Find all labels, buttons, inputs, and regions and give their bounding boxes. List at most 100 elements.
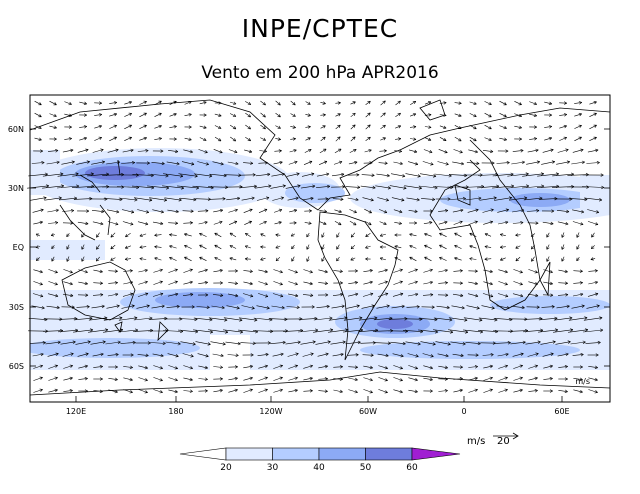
wind-vector-head: [39, 137, 42, 141]
wind-vector: [478, 330, 498, 332]
wind-vector: [180, 341, 196, 345]
wind-vector-head: [191, 306, 195, 309]
wind-vector: [28, 318, 48, 320]
wind-vector: [467, 209, 479, 213]
wind-vector-head: [145, 378, 148, 381]
wind-vector-head: [70, 221, 74, 224]
wind-vector: [468, 149, 478, 153]
wind-vector: [393, 365, 403, 369]
wind-vector: [418, 185, 438, 189]
wind-vector: [498, 281, 508, 285]
wind-vector-head: [550, 294, 554, 297]
wind-vector-head: [566, 211, 570, 214]
wind-vector-head: [220, 355, 224, 358]
wind-vector: [362, 197, 374, 201]
wind-vector: [433, 317, 453, 321]
wind-vector: [468, 366, 478, 368]
wind-vector-head: [61, 184, 65, 187]
wind-vector: [527, 149, 539, 153]
wind-vector-head: [160, 221, 164, 225]
wind-vector: [409, 233, 417, 237]
wind-vector-head: [205, 150, 208, 153]
wind-vector: [290, 100, 296, 106]
wind-vector-head: [191, 162, 195, 165]
wind-vector: [229, 113, 237, 117]
wind-vector-head: [150, 328, 154, 331]
wind-vector: [392, 293, 404, 297]
wind-vector: [35, 233, 41, 237]
wind-vector-head: [55, 389, 58, 393]
wind-vector: [453, 270, 463, 272]
wind-vector-head: [337, 124, 341, 126]
wind-vector-head: [445, 210, 449, 213]
wind-vector-head: [555, 172, 559, 175]
wind-vector-head: [374, 316, 378, 319]
wind-vector: [88, 317, 108, 321]
wind-vector-head: [489, 126, 492, 129]
wind-vector: [408, 281, 418, 285]
wind-vector-head: [203, 125, 207, 129]
wind-vector-head: [210, 187, 214, 190]
wind-vector: [198, 149, 208, 153]
wind-vector-head: [500, 233, 504, 235]
wind-vector: [508, 197, 528, 201]
wind-vector-head: [209, 175, 213, 178]
wind-vector: [363, 377, 373, 381]
wind-vector: [45, 341, 61, 345]
wind-vector-head: [99, 378, 103, 381]
wind-vector-head: [310, 352, 314, 354]
wind-vector: [182, 353, 194, 357]
wind-vector: [123, 377, 133, 381]
wind-vector-head: [399, 368, 403, 370]
wind-vector-head: [416, 197, 420, 201]
wind-vector: [320, 136, 326, 142]
wind-vector-head: [145, 281, 148, 284]
wind-vector: [542, 221, 554, 225]
wind-vector-head: [368, 101, 371, 105]
wind-vector-head: [297, 340, 301, 343]
wind-vector-head: [549, 377, 553, 379]
wind-vector-head: [81, 235, 85, 238]
wind-vector: [214, 232, 222, 238]
wind-vector-head: [355, 353, 359, 355]
wind-vector-head: [445, 355, 449, 358]
wind-vector-head: [352, 124, 356, 126]
wind-vector-head: [535, 222, 539, 225]
wind-vector-head: [74, 328, 79, 331]
wind-vector-head: [145, 269, 148, 273]
wind-vector: [151, 162, 165, 164]
wind-vector-head: [600, 173, 604, 176]
wind-vector: [484, 258, 492, 260]
wind-vector-head: [388, 186, 391, 189]
wind-vector-head: [235, 281, 238, 284]
wind-vector-head: [520, 352, 524, 354]
wind-vector-head: [414, 391, 418, 394]
wind-vector: [228, 377, 238, 381]
wind-vector: [76, 161, 90, 165]
wind-vector-head: [145, 149, 149, 151]
wind-vector-head: [324, 364, 328, 367]
wind-vector-head: [594, 392, 598, 394]
wind-vector-head: [585, 329, 589, 332]
wind-vector: [319, 148, 327, 154]
wind-vector-head: [41, 161, 45, 163]
wind-vector: [531, 256, 535, 262]
wind-vector-head: [85, 293, 89, 296]
wind-vector: [33, 377, 43, 381]
wind-vector-head: [342, 186, 346, 189]
wind-vector-head: [100, 149, 104, 152]
wind-vector-head: [55, 222, 59, 225]
wind-vector-head: [70, 295, 74, 298]
wind-vector-head: [579, 379, 583, 381]
wind-vector-head: [460, 293, 464, 297]
wind-vector: [49, 113, 57, 117]
wind-vector-head: [69, 101, 72, 105]
wind-vector: [482, 354, 494, 356]
wind-vector-head: [521, 305, 525, 309]
wind-vector: [466, 162, 480, 164]
wind-vector-head: [469, 258, 473, 261]
wind-vector-head: [84, 390, 88, 393]
wind-vector-head: [179, 176, 184, 178]
wind-vector-head: [209, 317, 213, 321]
wind-vector-head: [159, 380, 163, 382]
